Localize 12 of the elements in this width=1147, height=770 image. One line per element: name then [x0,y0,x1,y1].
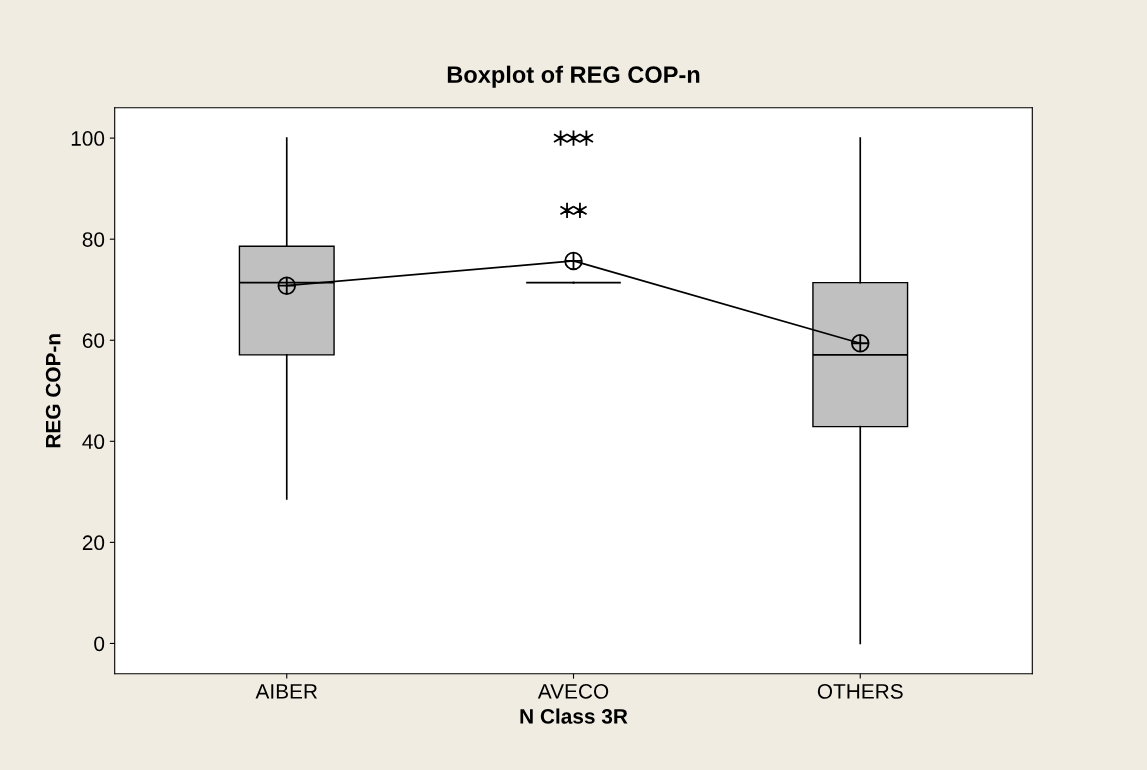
x-tick-label: AIBER [255,684,318,699]
y-tick-label: 100 [71,131,105,146]
y-tick-label: 80 [82,232,105,247]
x-tick-label: OTHERS [817,684,903,699]
y-tick-label: 0 [94,636,105,652]
chart-title: Boxplot of REG COP-n [447,65,700,88]
y-tick-label: 40 [82,434,105,450]
y-tick-label: 60 [82,333,105,348]
x-tick-label: AVECO [537,684,609,699]
x-axis-title: N Class 3R [520,708,628,724]
y-tick-label: 20 [82,535,105,551]
y-axis-title: REG COP-n [45,334,61,448]
